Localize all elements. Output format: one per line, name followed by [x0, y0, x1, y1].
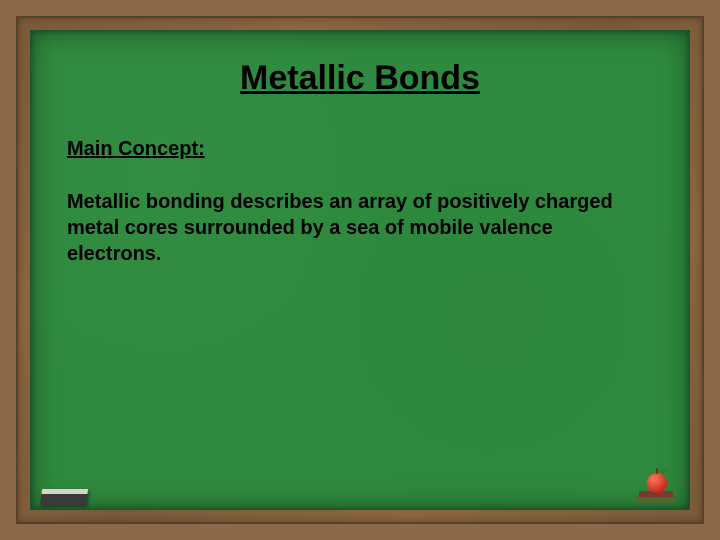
wood-frame: Metallic Bonds Main Concept: Metallic bo…: [16, 16, 704, 524]
chalk-eraser-icon: [37, 475, 95, 505]
chalkboard: Metallic Bonds Main Concept: Metallic bo…: [30, 30, 690, 510]
slide-container: Metallic Bonds Main Concept: Metallic bo…: [0, 0, 720, 540]
main-concept-heading: Main Concept:: [67, 138, 653, 161]
main-concept-body: Metallic bonding describes an array of p…: [67, 189, 647, 267]
slide-title: Metallic Bonds: [67, 59, 653, 98]
apple-on-books-icon: [633, 463, 681, 503]
